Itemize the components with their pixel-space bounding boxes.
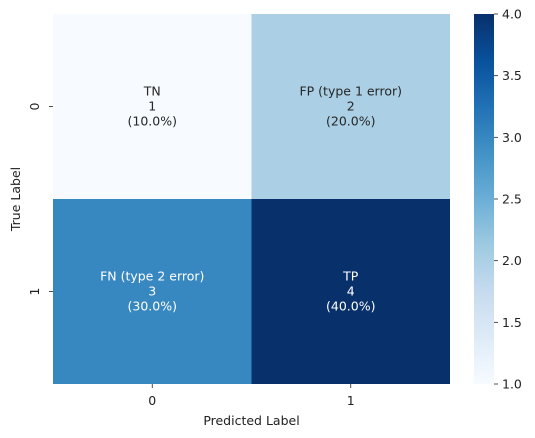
x-tick-label-1: 1 — [347, 393, 355, 408]
x-tick-label-0: 0 — [148, 393, 156, 408]
heatmap-cell-1-1 — [251, 199, 450, 384]
heatmap-cell-1-0 — [53, 199, 252, 384]
colorbar-tick-label: 2.5 — [502, 192, 522, 207]
heatmap-cell-0-0 — [53, 14, 252, 199]
y-axis-label: True Label — [8, 167, 23, 232]
colorbar-tick-label: 1.5 — [502, 315, 522, 330]
cell-annotation-1-1: TP 4 (40.0%) — [326, 269, 375, 314]
cell-annotation-0-1: FP (type 1 error) 2 (20.0%) — [299, 84, 402, 129]
colorbar-tick-label: 3.0 — [502, 130, 522, 145]
colorbar-tick-label: 1.0 — [502, 377, 522, 392]
heatmap-axes: 0 1 0 1 Predicted Label True Label — [8, 102, 355, 428]
cell-annotation-0-0: TN 1 (10.0%) — [128, 84, 177, 129]
y-tick-label-1: 1 — [27, 288, 42, 296]
heatmap-cell-0-1 — [251, 14, 450, 199]
colorbar-gradient — [474, 14, 494, 384]
x-axis-label: Predicted Label — [203, 413, 299, 428]
cell-annotation-1-0: FN (type 2 error) 3 (30.0%) — [100, 269, 204, 314]
colorbar-tick-label: 4.0 — [502, 7, 522, 22]
heatmap-grid: TN 1 (10.0%) FP (type 1 error) 2 (20.0%) FN (t… — [53, 14, 450, 384]
colorbar-tick-label: 2.0 — [502, 253, 522, 268]
y-tick-label-0: 0 — [27, 102, 42, 110]
colorbar-tick-label: 3.5 — [502, 68, 522, 83]
colorbar: 1.0 1.5 2.0 2.5 3.0 3.5 4.0 — [474, 7, 522, 392]
